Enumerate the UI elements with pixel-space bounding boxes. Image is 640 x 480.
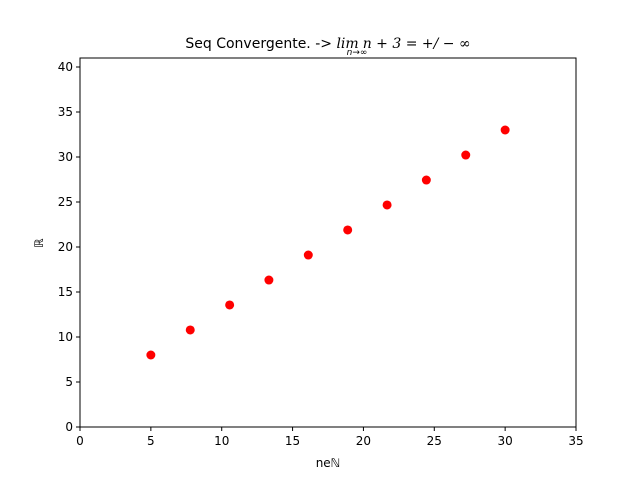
data-point	[303, 250, 313, 260]
x-tick-label: 15	[285, 434, 300, 448]
data-point	[146, 350, 156, 360]
y-tick-label: 40	[58, 60, 73, 74]
data-point	[185, 325, 195, 335]
x-axis-label: neℕ	[316, 456, 341, 470]
y-axis-ticks: 0 5 10 15 20 25 30 35 40	[58, 60, 80, 434]
data-point	[343, 225, 353, 235]
chart-title: Seq Convergente. -> lim n + 3 = +/ − ∞	[185, 36, 470, 52]
chart-title-prefix: Seq Convergente. ->	[185, 36, 336, 52]
y-axis-label: ℝ	[32, 238, 46, 248]
y-tick-label: 5	[65, 375, 73, 389]
x-tick-label: 20	[356, 434, 371, 448]
data-points	[146, 125, 510, 360]
chart-title-lim: lim	[336, 36, 358, 52]
x-tick-label: 35	[568, 434, 583, 448]
plot-frame	[79, 57, 577, 428]
data-point	[500, 125, 510, 135]
data-point	[264, 275, 274, 285]
plot-background	[80, 58, 576, 427]
x-axis-ticks: 0 5 10 15 20 25 30 35	[76, 427, 584, 448]
chart-title-expr: n + 3 = +/ − ∞	[363, 36, 471, 52]
data-point	[225, 300, 235, 310]
x-tick-label: 10	[214, 434, 229, 448]
x-tick-label: 25	[427, 434, 442, 448]
y-tick-label: 10	[58, 330, 73, 344]
data-point	[421, 175, 431, 185]
x-tick-label: 5	[147, 434, 155, 448]
y-tick-label: 30	[58, 150, 73, 164]
y-tick-label: 0	[65, 420, 73, 434]
y-tick-label: 15	[58, 285, 73, 299]
y-tick-label: 35	[58, 105, 73, 119]
data-point	[382, 200, 392, 210]
x-tick-label: 0	[76, 434, 84, 448]
x-tick-label: 30	[498, 434, 513, 448]
y-tick-label: 20	[58, 240, 73, 254]
chart-title-limit-subscript: n→∞	[347, 48, 368, 58]
y-tick-label: 25	[58, 195, 73, 209]
data-point	[461, 150, 471, 160]
